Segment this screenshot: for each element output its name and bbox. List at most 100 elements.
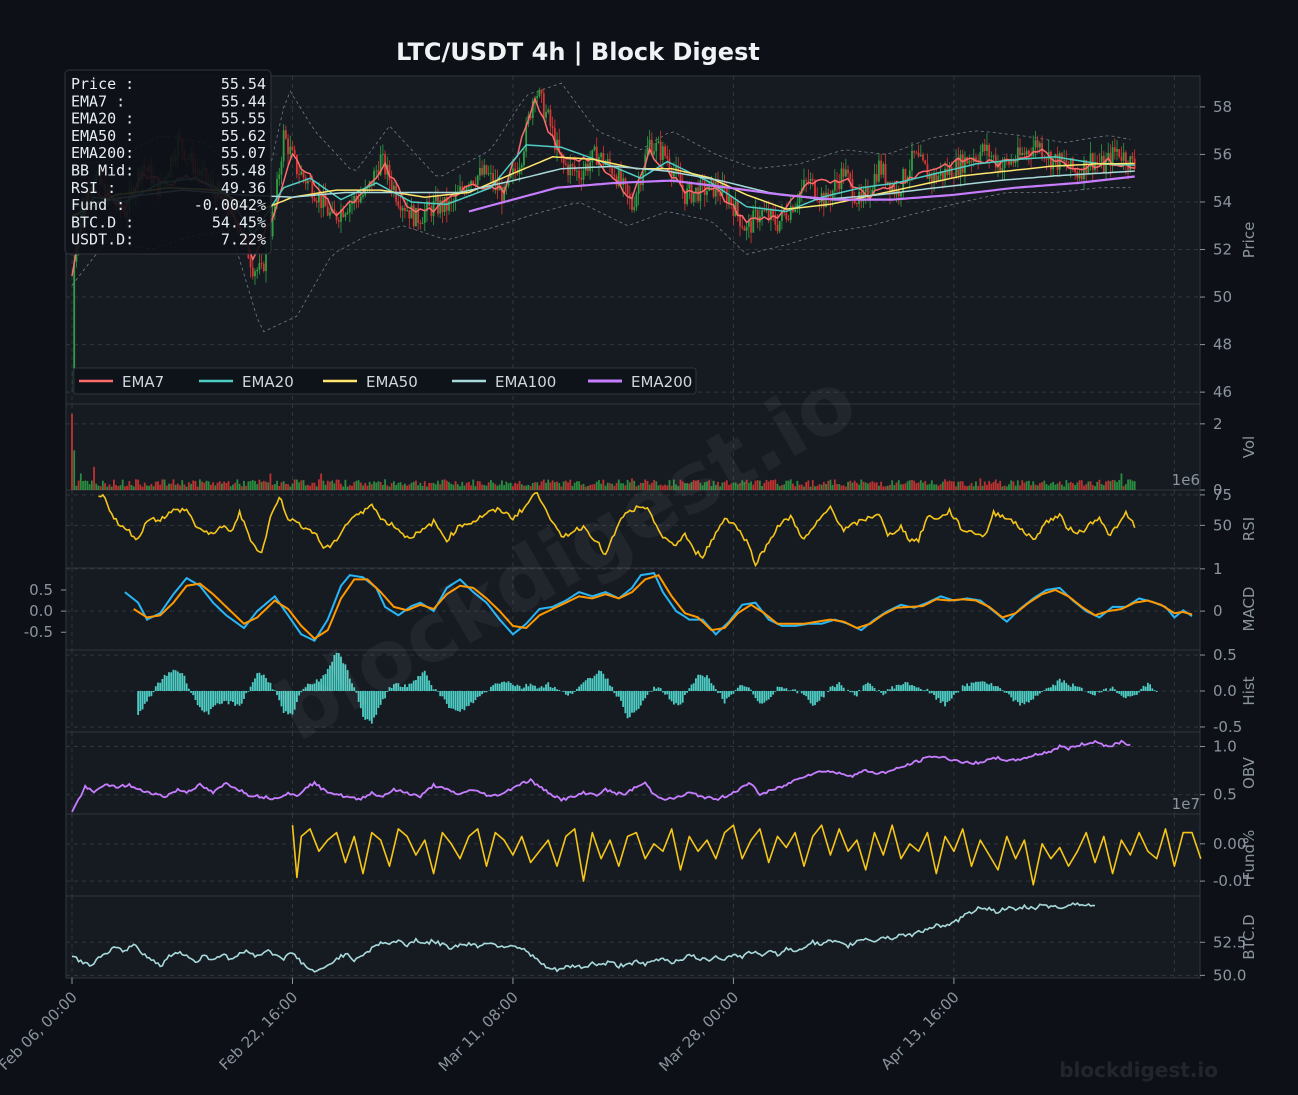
volume-bar — [112, 479, 115, 490]
hist-bar — [172, 669, 175, 691]
volume-bar — [148, 485, 151, 490]
candle-body — [271, 211, 274, 237]
volume-bar — [88, 484, 91, 490]
hist-bar — [895, 684, 898, 691]
candle-body — [542, 93, 545, 118]
volume-bar — [730, 483, 733, 490]
volume-bar — [307, 484, 309, 490]
candle-body — [922, 154, 924, 161]
candle-body — [752, 210, 755, 233]
volume-bar — [778, 486, 781, 490]
volume-bar — [1049, 483, 1052, 490]
rsi-frame — [65, 489, 1201, 569]
volume-bar — [428, 482, 431, 490]
volume-bar — [168, 483, 170, 490]
volume-bar — [853, 480, 856, 490]
candle-body — [847, 169, 849, 174]
candle-body — [540, 90, 543, 94]
hist-bar — [287, 691, 289, 715]
hist-bar — [836, 684, 838, 691]
hist-bar — [913, 685, 916, 691]
hist-bar — [397, 683, 400, 691]
volume-bar — [146, 485, 148, 490]
volume-bar — [648, 484, 651, 490]
hist-bar — [381, 691, 384, 700]
hist-bar — [670, 691, 673, 702]
hist-bar — [417, 676, 420, 691]
volume-bar — [895, 482, 898, 490]
hist-bar — [181, 673, 184, 691]
price-tick-label: 52 — [1213, 241, 1232, 259]
x-tick-label: Feb 06, 00:00 — [0, 988, 81, 1074]
hist-bar — [684, 691, 686, 695]
volume-bar — [163, 479, 166, 490]
fund-tick-label: 0.00 — [1213, 835, 1246, 853]
panel-rsi: 50 75 RSI — [65, 486, 1258, 569]
volume-bar — [318, 479, 320, 490]
hist-bar — [1096, 691, 1099, 692]
volume-bar — [536, 482, 539, 490]
volume-bar — [157, 481, 159, 490]
candle-body — [728, 196, 730, 204]
volume-bar — [82, 480, 84, 490]
hist-bar — [346, 670, 349, 691]
hist-bar — [873, 688, 876, 691]
hist-bar — [518, 685, 521, 691]
volume-bar — [1030, 485, 1032, 490]
volume-bar — [335, 479, 338, 490]
volume-bar — [911, 479, 913, 490]
hist-bar — [1129, 691, 1132, 697]
candle-body — [968, 160, 971, 164]
candle-body — [311, 181, 314, 199]
candle-body — [917, 152, 920, 157]
volume-bar — [961, 481, 964, 490]
volume-bar — [710, 486, 713, 490]
volume-bar — [668, 480, 671, 490]
candle-body — [434, 196, 437, 202]
volume-bar — [979, 478, 982, 490]
volume-bar — [699, 482, 702, 490]
volume-bar — [410, 482, 413, 490]
volume-bar — [547, 479, 550, 490]
obv-ylabel: OBV — [1240, 756, 1258, 789]
hist-bar — [635, 691, 638, 711]
candle-body — [838, 183, 841, 190]
hist-bar — [390, 688, 393, 691]
volume-bar — [1041, 482, 1043, 490]
hist-bar — [340, 656, 342, 691]
volume-bar — [988, 480, 991, 490]
legend-frame — [72, 367, 697, 395]
candle-body — [1111, 147, 1114, 167]
price-tick-label: 50 — [1213, 288, 1232, 306]
volume-bar — [964, 485, 966, 490]
volume-bar — [871, 481, 874, 490]
candle-body — [747, 220, 750, 227]
info-value: 55.55 — [221, 110, 266, 128]
volume-bar — [950, 481, 953, 490]
hist-bar — [672, 691, 675, 705]
volume-bar — [690, 481, 693, 490]
candle-body — [591, 149, 594, 163]
hist-bar — [498, 683, 501, 691]
candle-body — [298, 174, 300, 175]
volume-bar — [986, 484, 988, 490]
price-tick-label: 58 — [1213, 98, 1232, 116]
candle-body — [326, 206, 329, 216]
hist-bar — [335, 652, 338, 691]
obv-tick-label: 1.0 — [1213, 737, 1237, 755]
candle-body — [295, 154, 298, 175]
hist-bar — [439, 691, 442, 697]
hist-bar — [185, 683, 188, 691]
volume-bar — [179, 485, 181, 490]
volume-bar — [1100, 484, 1103, 490]
hist-bar — [862, 685, 865, 691]
volume-bar — [573, 482, 576, 490]
hist-bar — [476, 691, 479, 698]
volume-bar — [937, 485, 940, 490]
hist-bar — [483, 691, 486, 693]
candle-body — [966, 157, 969, 164]
volume-bar — [141, 486, 144, 490]
candle-body — [891, 185, 894, 193]
hist-bar — [853, 691, 856, 696]
candle-body — [657, 141, 660, 143]
